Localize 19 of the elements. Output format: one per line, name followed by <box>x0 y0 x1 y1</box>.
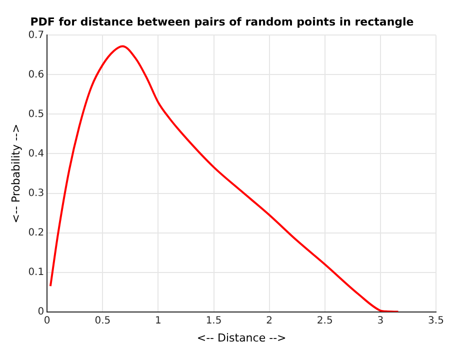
chart-title: PDF for distance between pairs of random points in rectangle <box>30 15 414 28</box>
y-tick-label: 0.3 <box>28 188 44 199</box>
x-tick-label: 1.5 <box>206 315 222 326</box>
x-tick-label: 0.5 <box>94 315 111 326</box>
y-axis-title: <-- Probability --> <box>9 124 22 224</box>
y-tick-label: 0.1 <box>28 266 44 278</box>
x-axis-title: <-- Distance --> <box>196 331 286 344</box>
y-tick-label: 0 <box>38 306 44 318</box>
x-tick-label: 3 <box>377 315 384 326</box>
y-tick-label: 0.6 <box>28 69 44 80</box>
x-tick-label: 1 <box>155 315 162 326</box>
y-tick-label: 0.7 <box>28 30 44 41</box>
x-tick-label: 2 <box>266 315 273 326</box>
x-tick-label: 2.5 <box>316 315 333 326</box>
y-tick-label: 0.2 <box>28 227 44 238</box>
y-tick-label: 0.4 <box>28 148 44 160</box>
line-series <box>49 45 400 312</box>
x-tick-label: 3.5 <box>428 315 444 326</box>
y-tick-label: 0.5 <box>28 108 44 120</box>
